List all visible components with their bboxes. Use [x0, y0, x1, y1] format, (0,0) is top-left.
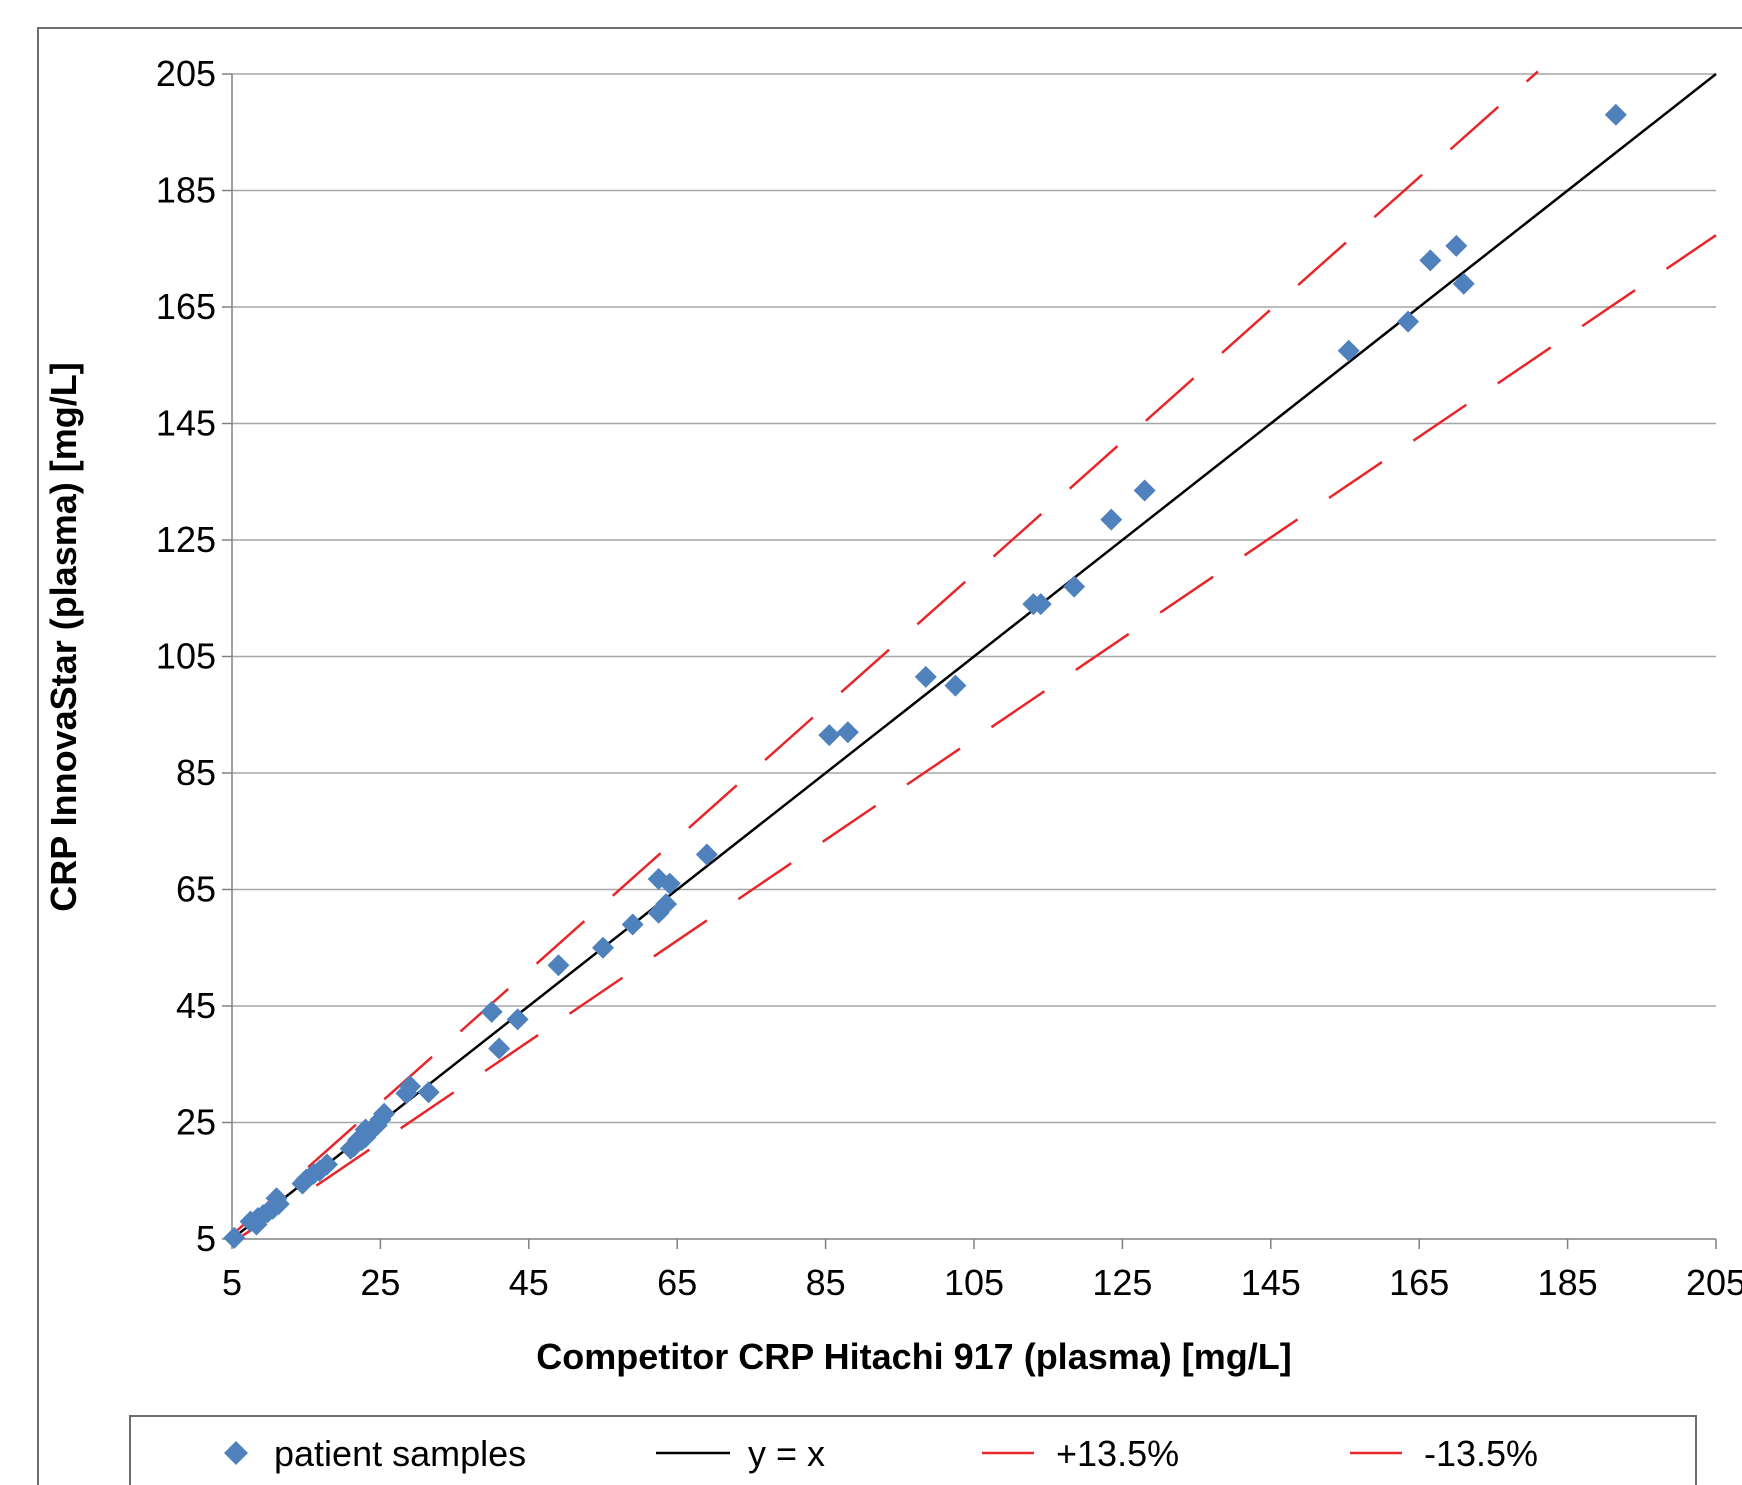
y-axis-title: CRP InnovaStar (plasma) [mg/L]	[43, 362, 84, 911]
data-point	[914, 665, 937, 688]
data-point	[399, 1075, 422, 1098]
data-point	[655, 893, 678, 916]
x-tick-label: 165	[1389, 1262, 1449, 1303]
data-point	[417, 1081, 440, 1104]
data-point	[506, 1008, 529, 1031]
data-point	[1029, 593, 1052, 616]
data-point	[1604, 103, 1627, 126]
x-tick-label: 185	[1538, 1262, 1598, 1303]
data-point	[818, 724, 841, 747]
x-tick-label: 5	[222, 1262, 242, 1303]
data-point	[265, 1187, 288, 1210]
x-tick-label: 85	[806, 1262, 846, 1303]
y-tick-label: 45	[176, 985, 216, 1026]
data-point	[1445, 234, 1468, 257]
data-point	[1100, 508, 1123, 531]
data-point	[695, 843, 718, 866]
x-tick-label: 125	[1092, 1262, 1152, 1303]
data-point	[488, 1037, 511, 1060]
y-tick-label: 125	[156, 519, 216, 560]
data-point	[223, 1226, 246, 1249]
y-tick-label: 205	[156, 53, 216, 94]
data-point	[315, 1153, 338, 1176]
data-point	[1419, 249, 1442, 272]
data-point	[836, 721, 859, 744]
x-tick-label: 205	[1686, 1262, 1742, 1303]
y-tick-label: 85	[176, 752, 216, 793]
data-point	[373, 1102, 396, 1125]
identity-line	[231, 73, 1717, 1240]
chart-area-border	[37, 27, 1742, 1485]
y-tick-label: 145	[156, 403, 216, 444]
legend-label-minus: -13.5%	[1424, 1433, 1538, 1474]
legend-label-identity: y = x	[748, 1433, 825, 1474]
legend: patient samples y = x +13.5% -13.5%	[129, 1415, 1697, 1485]
x-tick-label: 25	[360, 1262, 400, 1303]
x-tick-labels: 5 25 45 65 85 105 125 145 165 185 205	[222, 1262, 1742, 1303]
data-point	[621, 913, 644, 936]
data-point	[547, 954, 570, 977]
data-point	[647, 868, 670, 891]
data-point	[1452, 272, 1475, 295]
legend-box	[129, 1415, 1697, 1485]
data-point	[944, 674, 967, 697]
data-point	[1063, 575, 1086, 598]
data-point	[592, 936, 614, 959]
y-tick-label: 185	[156, 170, 216, 211]
reference-lines	[231, 70, 1717, 1244]
upper-limit-line	[231, 70, 1539, 1237]
y-tick-label: 25	[176, 1102, 216, 1143]
x-tick-label: 45	[509, 1262, 549, 1303]
x-axis-title: Competitor CRP Hitachi 917 (plasma) [mg/…	[536, 1336, 1291, 1377]
x-tick-label: 145	[1241, 1262, 1301, 1303]
y-tick-label: 5	[196, 1218, 216, 1259]
axes	[222, 73, 1717, 1249]
data-point	[245, 1213, 268, 1236]
data-point	[1337, 339, 1360, 362]
legend-label-plus: +13.5%	[1056, 1433, 1179, 1474]
legend-label-patient-samples: patient samples	[274, 1433, 526, 1474]
x-tick-label: 65	[657, 1262, 697, 1303]
y-tick-label: 105	[156, 636, 216, 677]
x-tick-label: 105	[944, 1262, 1004, 1303]
y-tick-labels: 5 25 45 65 85 105 125 145 165 185 205	[156, 53, 216, 1259]
data-point	[1133, 479, 1156, 502]
data-points	[223, 103, 1627, 1249]
y-tick-label: 165	[156, 286, 216, 327]
legend-marker-patient-samples	[224, 1441, 248, 1465]
data-point	[480, 1000, 503, 1023]
data-point	[1397, 310, 1420, 333]
y-tick-label: 65	[176, 869, 216, 910]
